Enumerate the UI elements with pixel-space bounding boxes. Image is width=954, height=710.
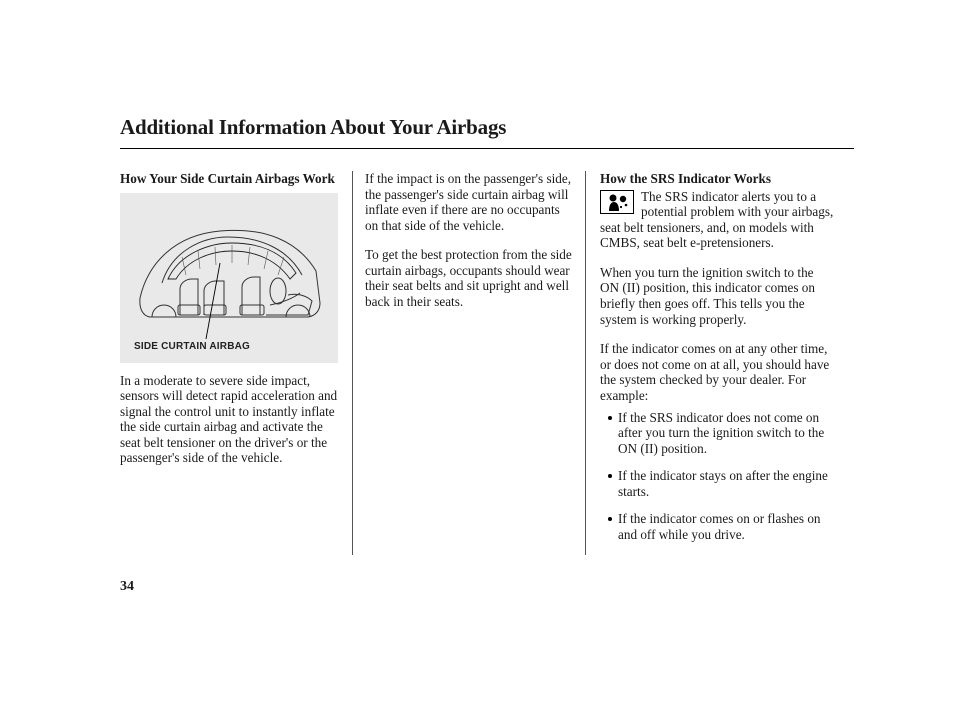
figure-caption: SIDE CURTAIN AIRBAG bbox=[134, 341, 250, 353]
col3-bullet-3: If the indicator comes on or flashes on … bbox=[608, 511, 834, 542]
car-cutaway-illustration bbox=[120, 193, 338, 363]
col3-bullet-2: If the indicator stays on after the engi… bbox=[608, 468, 834, 499]
page-title: Additional Information About Your Airbag… bbox=[120, 115, 854, 149]
col3-para-1: The SRS indicator alerts you to a potent… bbox=[600, 189, 834, 251]
col3-bullet-list: If the SRS indicator does not come on af… bbox=[600, 410, 834, 543]
content-columns: How Your Side Curtain Airbags Work bbox=[120, 171, 854, 555]
col3-bullet-1: If the SRS indicator does not come on af… bbox=[608, 410, 834, 457]
col2-para-1: If the impact is on the passenger's side… bbox=[365, 171, 573, 233]
column-2: If the impact is on the passenger's side… bbox=[352, 171, 586, 555]
srs-indicator-icon bbox=[600, 190, 634, 214]
side-curtain-airbag-figure: SIDE CURTAIN AIRBAG bbox=[120, 193, 338, 363]
column-1: How Your Side Curtain Airbags Work bbox=[120, 171, 352, 555]
col1-para-1: In a moderate to severe side impact, sen… bbox=[120, 373, 338, 466]
col3-para-1-text: The SRS indicator alerts you to a potent… bbox=[600, 189, 833, 251]
col2-para-2: To get the best protection from the side… bbox=[365, 247, 573, 309]
col3-subhead: How the SRS Indicator Works bbox=[600, 171, 834, 187]
column-3: How the SRS Indicator Works The SRS indi… bbox=[586, 171, 834, 555]
col3-para-2: When you turn the ignition switch to the… bbox=[600, 265, 834, 327]
page-number: 34 bbox=[120, 579, 854, 595]
col3-para-3: If the indicator comes on at any other t… bbox=[600, 341, 834, 403]
col1-subhead: How Your Side Curtain Airbags Work bbox=[120, 171, 338, 187]
